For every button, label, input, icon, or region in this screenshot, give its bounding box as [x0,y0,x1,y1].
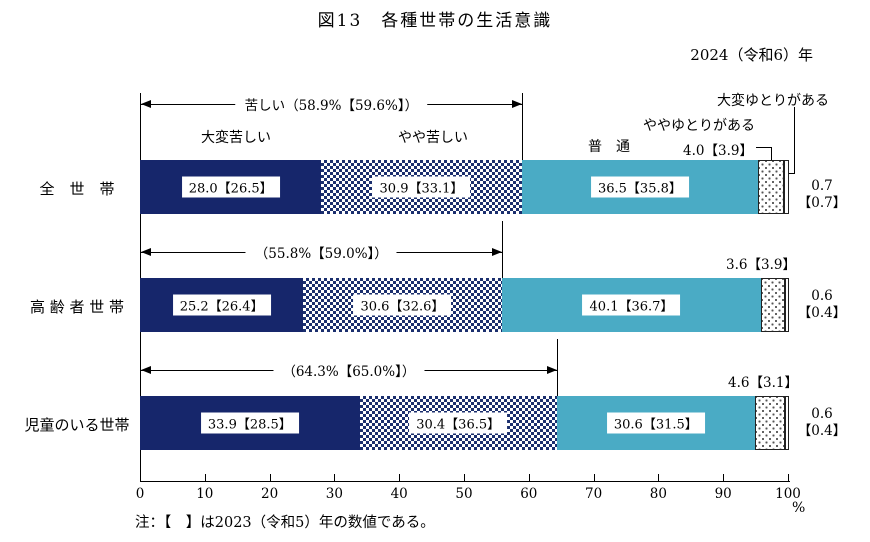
tick-label: 0 [135,486,145,502]
segment-value-label: 30.6【32.6】 [353,294,452,316]
dots-value-label: 4.6【3.1】 [728,375,798,391]
segment-value-label: 30.6【31.5】 [606,412,705,434]
legend-normal-label: 普 通 [588,139,630,155]
tick-mark [528,474,530,481]
segment-very-hard: 33.9【28.5】 [140,396,360,450]
segment-value-label: 30.9【33.1】 [372,176,471,198]
segment-value-label: 25.2【26.4】 [172,294,271,316]
bracket-boundary-line [521,93,523,160]
hard-total-label: （55.8%【59.0%】） [245,242,397,263]
hard-total-label: （64.3%【65.0%】） [273,360,425,381]
segment-normal: 36.5【35.8】 [521,160,759,214]
segment-somewhat-comfortable [758,160,785,214]
segment-very-hard: 25.2【26.4】 [140,278,304,332]
dots-value-label: 4.0【3.9】 [683,143,753,159]
legend-very-hard-label: 大変苦しい [201,130,271,146]
segment-value-label: 28.0【26.5】 [181,176,280,198]
axis-unit-label: % [792,500,806,516]
tick-mark [723,474,725,481]
x-axis-line [140,481,790,482]
bracket-boundary-line [501,221,503,278]
segment-very-comfortable [784,278,789,332]
tick-mark [464,474,465,481]
category-label-all-households: 全 世 帯 [39,180,115,198]
category-label-households-with-children: 児童のいる世帯 [24,416,130,434]
tick-mark [593,474,595,481]
dots-value-label: 3.6【3.9】 [726,257,796,273]
value-previous-year: 【0.4】 [797,423,847,439]
footnote: 注：【 】は2023（令和5）年の数値である。 [135,515,435,531]
segment-somewhat-hard: 30.9【33.1】 [321,160,522,214]
year-label: 2024（令和6）年 [690,46,813,64]
tick-label: 50 [455,486,473,502]
segment-somewhat-hard: 30.6【32.6】 [303,278,502,332]
segment-somewhat-comfortable [755,396,785,450]
bar-all-households: 28.0【26.5】 30.9【33.1】 36.5【35.8】 [140,160,790,214]
value-previous-year: 【0.4】 [797,305,847,321]
tick-mark [399,474,401,481]
segment-value-label: 40.1【36.7】 [582,294,681,316]
tick-label: 20 [261,486,279,502]
tick-label: 80 [649,486,667,502]
leader-line-dots-segment [756,147,772,161]
segment-normal: 40.1【36.7】 [501,278,762,332]
bar-households-with-children: 33.9【28.5】 30.4【36.5】 30.6【31.5】 [140,396,790,450]
legend-somewhat-hard-label: やや苦しい [398,130,468,146]
legend-somewhat-comfortable-label: ややゆとりがある [643,118,755,134]
segment-somewhat-hard: 30.4【36.5】 [359,396,557,450]
segment-somewhat-comfortable [761,278,785,332]
white-segment-value-label: 0.6 【0.4】 [790,288,854,322]
tick-label: 40 [390,486,408,502]
tick-label: 60 [520,486,538,502]
tick-label: 90 [714,486,732,502]
segment-value-label: 36.5【35.8】 [590,176,689,198]
white-segment-value-label: 0.7 【0.7】 [790,178,854,212]
value-previous-year: 【0.7】 [797,195,847,211]
bar-elderly-households: 25.2【26.4】 30.6【32.6】 40.1【36.7】 [140,278,790,332]
bracket-boundary-line [556,339,558,396]
segment-very-hard: 28.0【26.5】 [140,160,322,214]
tick-mark [269,474,271,481]
hard-total-bracket: （55.8%【59.0%】） [141,242,502,263]
segment-normal: 30.6【31.5】 [556,396,755,450]
category-label-elderly-households: 高 齢 者 世 帯 [29,298,125,316]
value-current-year: 0.7 [811,178,833,194]
figure-title: 図13 各種世帯の生活意識 [317,11,553,31]
hard-total-bracket: （64.3%【65.0%】） [141,360,557,381]
leader-line-white-segment [786,107,795,174]
tick-mark [658,474,660,481]
segment-value-label: 33.9【28.5】 [200,412,299,434]
hard-total-label: 苦しい（58.9%【59.6%】） [235,94,428,115]
tick-label: 10 [196,486,214,502]
tick-label: 30 [325,486,343,502]
white-segment-value-label: 0.6 【0.4】 [790,406,854,440]
segment-very-comfortable [784,396,789,450]
tick-mark [204,474,206,481]
value-current-year: 0.6 [811,406,833,422]
tick-label: 70 [585,486,603,502]
hard-total-bracket: 苦しい（58.9%【59.6%】） [141,94,522,115]
tick-mark [334,474,336,481]
legend-very-comfortable-label: 大変ゆとりがある [717,93,829,109]
segment-value-label: 30.4【36.5】 [409,412,508,434]
tick-mark [140,474,141,481]
segment-very-comfortable [784,160,789,214]
tick-label: 100 [775,486,801,502]
value-current-year: 0.6 [811,288,833,304]
tick-mark [788,474,789,481]
